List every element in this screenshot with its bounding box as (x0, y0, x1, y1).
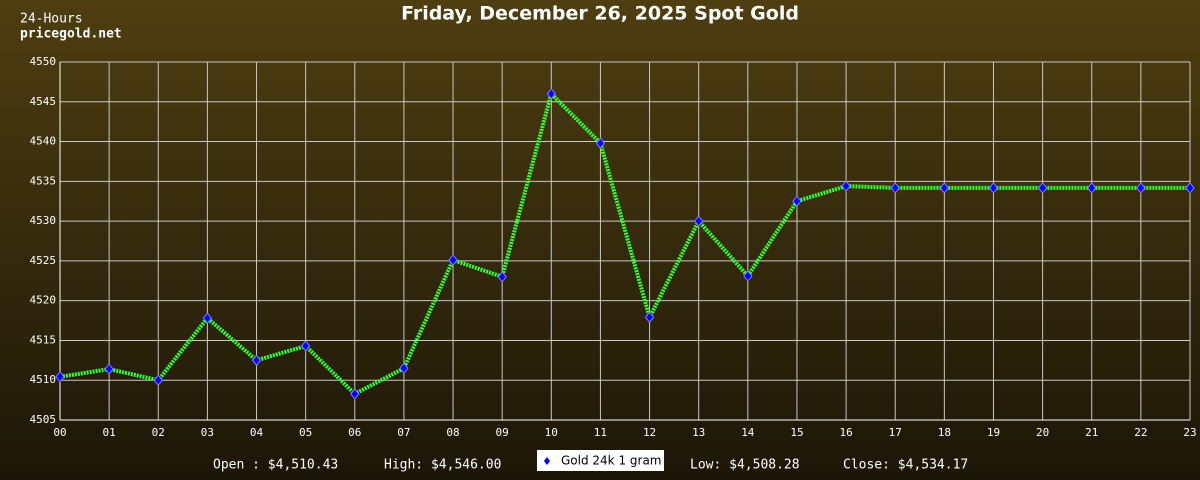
point (694, 215, 704, 227)
x-tick-label: 08 (446, 426, 459, 439)
x-tick-label: 10 (545, 426, 558, 439)
y-tick-label: 4535 (30, 174, 57, 187)
y-tick-label: 4510 (30, 373, 57, 386)
point (497, 270, 507, 283)
y-tick-label: 4545 (30, 95, 57, 108)
point (890, 182, 900, 194)
y-tick-label: 4525 (30, 254, 57, 267)
point (350, 388, 360, 400)
x-tick-label: 11 (594, 426, 607, 439)
point (1185, 182, 1195, 194)
y-tick-label: 4515 (30, 333, 57, 346)
point (743, 270, 753, 282)
point (448, 254, 458, 266)
point (841, 180, 851, 192)
x-tick-label: 16 (839, 426, 852, 439)
stat-open: Open : $4,510.43 (213, 458, 338, 473)
subtitle: 24-Hours (20, 12, 83, 27)
x-tick-label: 03 (201, 426, 214, 439)
point (644, 311, 655, 324)
y-tick-label: 4530 (30, 214, 57, 227)
x-tick-label: 00 (53, 426, 66, 439)
x-tick-label: 18 (938, 426, 951, 439)
point (1037, 182, 1048, 194)
point (1136, 182, 1146, 194)
legend-box (537, 450, 664, 471)
x-tick-label: 06 (348, 426, 361, 439)
point (1087, 182, 1097, 194)
x-tick-label: 04 (250, 426, 264, 439)
x-tick-label: 20 (1036, 426, 1049, 439)
x-tick-label: 02 (152, 426, 165, 439)
x-tick-label: 13 (692, 426, 705, 439)
x-tick-label: 09 (496, 426, 509, 439)
x-tick-label: 12 (643, 426, 656, 439)
point (251, 354, 262, 367)
point (301, 340, 311, 352)
point (546, 88, 556, 100)
x-tick-label: 21 (1085, 426, 1098, 439)
y-tick-label: 4550 (30, 55, 57, 68)
x-tick-label: 22 (1134, 426, 1147, 439)
stats: Open : $4,510.43 High: $4,546.00 Low: $4… (213, 458, 968, 473)
point (202, 312, 213, 324)
x-tick-label: 15 (790, 426, 803, 439)
point (399, 362, 409, 375)
y-tick-label: 4520 (30, 294, 57, 307)
x-tick-label: 01 (103, 426, 116, 439)
point (792, 195, 802, 208)
legend-marker (544, 457, 550, 465)
x-tick-label: 07 (397, 426, 410, 439)
line (59, 89, 1190, 397)
y-tick-label: 4540 (30, 135, 57, 148)
x-tick-label: 23 (1183, 426, 1196, 439)
point (595, 137, 606, 149)
subtitle: pricegold.net (20, 27, 122, 42)
stat-close: Close: $4,534.17 (843, 458, 968, 473)
point (939, 182, 949, 194)
stat-high: High: $4,546.00 (384, 458, 501, 473)
point (988, 182, 999, 194)
stat-low: Low: $4,508.28 (690, 458, 800, 473)
x-tick-label: 19 (987, 426, 1000, 439)
x-tick-label: 05 (299, 426, 312, 439)
legend-label: Gold 24k 1 gram (561, 454, 661, 468)
point (153, 374, 163, 387)
chart-title: Friday, December 26, 2025 Spot Gold (401, 3, 799, 25)
y-tick-label: 4505 (30, 413, 57, 426)
x-tick-label: 14 (741, 426, 755, 439)
x-tick-label: 17 (889, 426, 902, 439)
point (104, 363, 114, 375)
point (55, 371, 65, 383)
